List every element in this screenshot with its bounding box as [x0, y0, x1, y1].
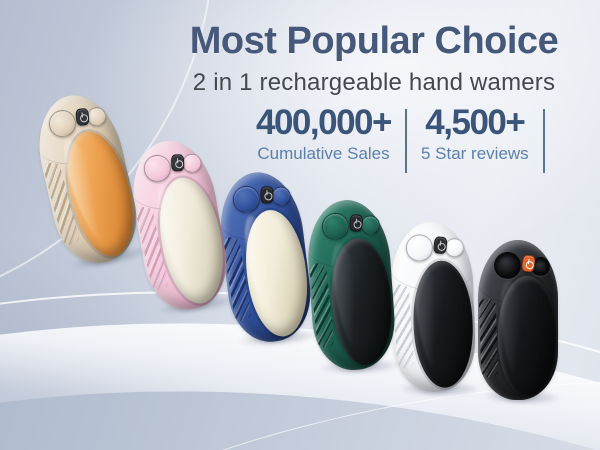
product-champagne-orange [27, 86, 153, 274]
hand-warmer-body [304, 197, 398, 373]
stat-five-star-reviews: 4,500+ 5 Star reviews [421, 105, 529, 164]
top-vent-small [360, 214, 381, 236]
hand-warmer-body [213, 167, 317, 347]
banner-title: Most Popular Choice [189, 20, 559, 62]
top-vent-large [46, 107, 79, 140]
stat-cumulative-sales: 400,000+ Cumulative Sales [256, 103, 392, 164]
power-button-icon [170, 154, 185, 172]
hand-warmer-body [123, 134, 235, 316]
stat-value: 400,000+ [256, 103, 392, 142]
power-button-icon [260, 186, 274, 204]
stats-bar: 400,000+ Cumulative Sales 4,500+ 5 Star … [256, 103, 545, 173]
divider [542, 109, 545, 173]
heating-panel [239, 206, 314, 340]
power-button-icon [75, 107, 90, 126]
hand-warmer-body [478, 240, 558, 400]
header: Most Popular Choice 2 in 1 rechargeable … [152, 20, 596, 97]
product-white [389, 220, 482, 397]
product-pink [123, 134, 240, 319]
top-vent-large [405, 233, 434, 262]
heating-panel [411, 259, 475, 389]
heating-panel [327, 235, 396, 368]
hand-warmer-body [27, 86, 147, 272]
power-button-icon [349, 214, 364, 232]
top-vent-small [270, 185, 292, 207]
product-navy-blue [213, 167, 322, 350]
stat-label: 5 Star reviews [420, 144, 529, 163]
top-vent-large [231, 184, 262, 215]
stat-label: Cumulative Sales [257, 144, 390, 163]
power-button-icon [432, 236, 448, 255]
heating-panel [498, 276, 556, 396]
top-vent-small [180, 152, 203, 175]
top-vent-large [494, 252, 521, 279]
top-vent-large [141, 152, 173, 185]
top-vent-large [320, 212, 350, 241]
grip-ribs [478, 297, 499, 378]
product-black [478, 240, 564, 407]
stat-value: 4,500+ [425, 103, 526, 142]
hand-warmer-body [389, 220, 477, 394]
product-dark-green [304, 197, 403, 376]
top-vent-small [444, 237, 465, 258]
divider [404, 109, 407, 173]
banner-subtitle: 2 in 1 rechargeable hand wamers [192, 68, 556, 96]
